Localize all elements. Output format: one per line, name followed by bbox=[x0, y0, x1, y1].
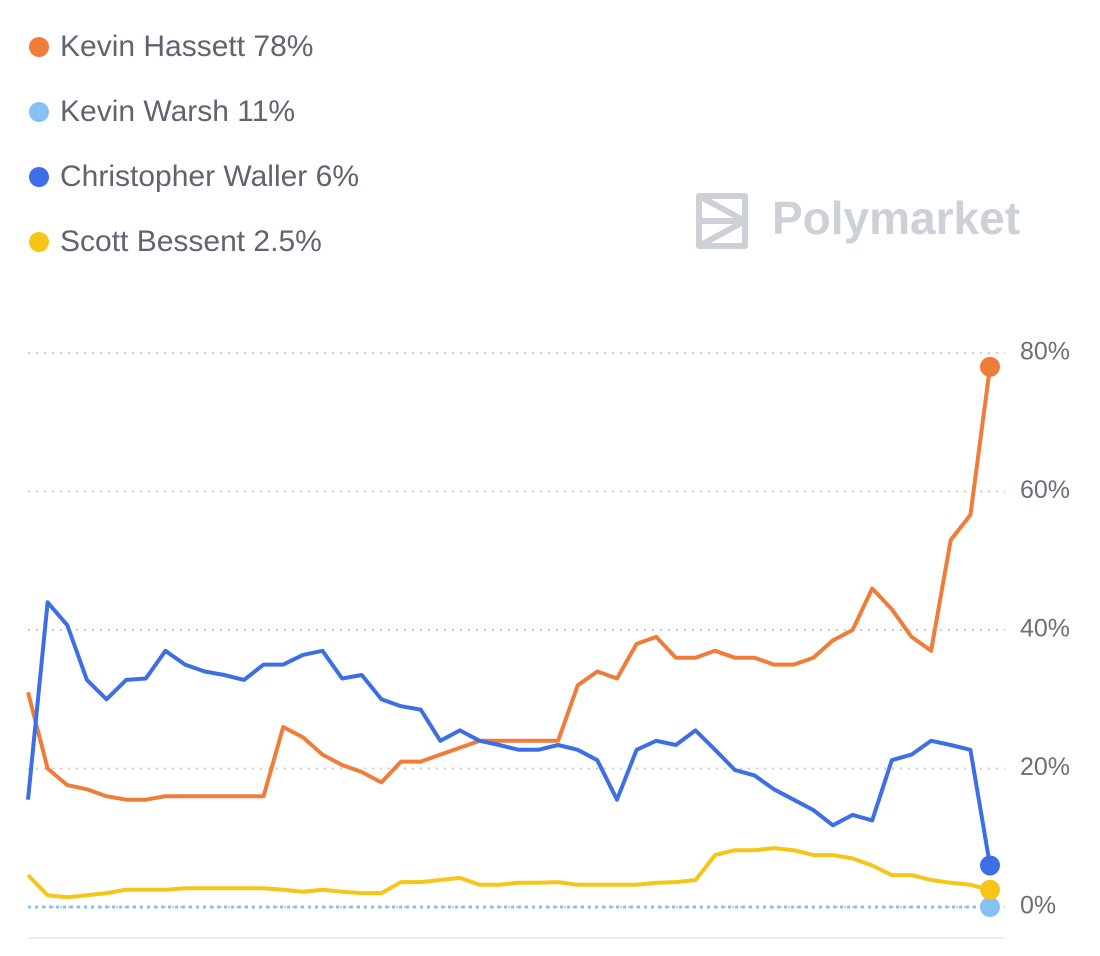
y-tick-label: 0% bbox=[1020, 892, 1056, 920]
y-tick-label: 20% bbox=[1020, 753, 1070, 781]
y-tick-label: 40% bbox=[1020, 615, 1070, 643]
legend-dot bbox=[29, 232, 49, 252]
end-dot bbox=[980, 855, 1000, 876]
legend-label: Kevin Hassett 78% bbox=[60, 30, 313, 63]
end-dot bbox=[980, 879, 1000, 900]
legend-dot bbox=[29, 102, 49, 122]
legend-dot bbox=[29, 37, 49, 57]
watermark: Polymarket bbox=[772, 192, 1020, 244]
watermark-logo bbox=[696, 193, 748, 249]
legend-label: Christopher Waller 6% bbox=[60, 160, 359, 193]
legend-label: Kevin Warsh 11% bbox=[60, 95, 295, 128]
legend-label: Scott Bessent 2.5% bbox=[60, 225, 322, 258]
end-dot bbox=[980, 897, 1000, 917]
y-tick-label: 80% bbox=[1020, 338, 1070, 366]
series-line bbox=[26, 846, 991, 900]
series-line bbox=[26, 600, 992, 866]
legend-dot bbox=[29, 167, 49, 187]
y-tick-label: 60% bbox=[1020, 476, 1070, 504]
series-line bbox=[26, 366, 992, 802]
end-dot bbox=[980, 356, 1000, 377]
